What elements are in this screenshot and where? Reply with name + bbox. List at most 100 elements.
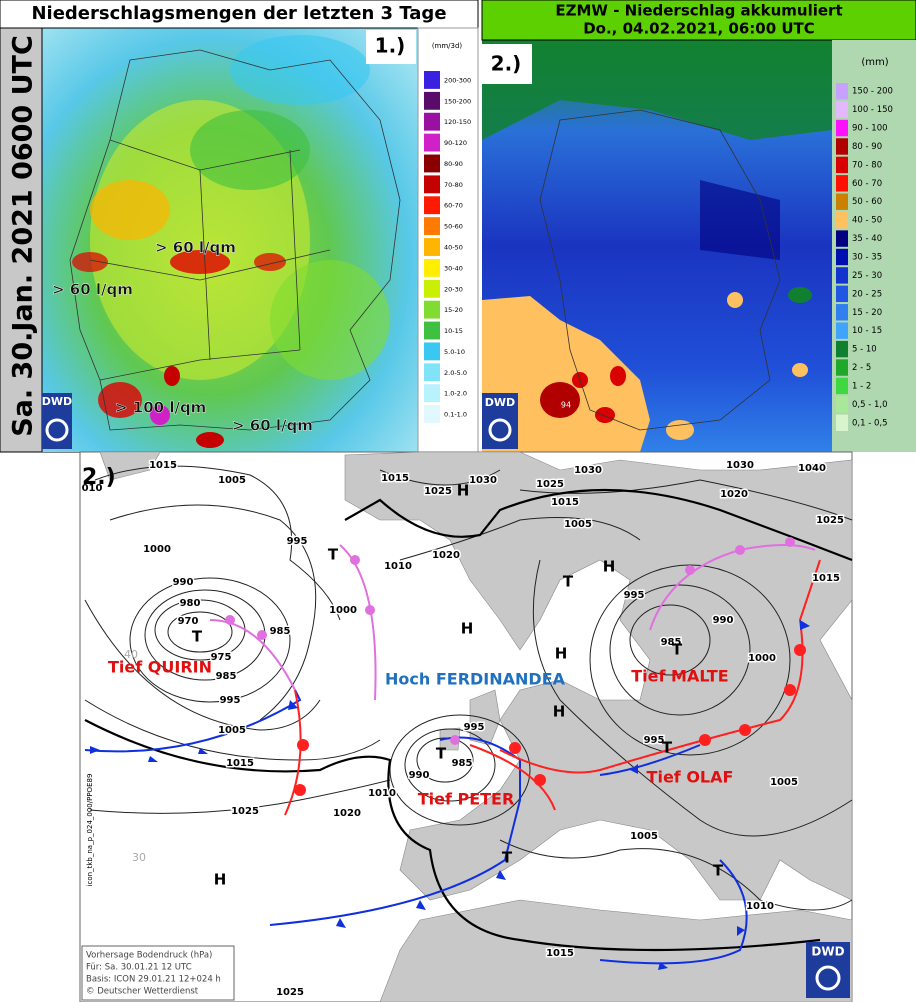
system-name: Tief PETER [418,790,515,809]
legend-label: 25 - 30 [852,271,882,281]
isobar-label: 1005 [564,519,592,530]
isobar-label: 985 [270,626,291,637]
info-box [81,945,235,1001]
isobar-label: 995 [644,735,665,746]
legend-label: 80-90 [444,160,463,168]
legend-label: 40-50 [444,244,463,252]
legend-label: 1.0-2.0 [444,390,467,398]
isobar-label: 985 [216,671,237,682]
isobar-label: 990 [173,577,194,588]
isobar-label: 1030 [726,460,754,471]
legend-label: 100 - 150 [852,105,893,115]
isobar-label: 1000 [748,653,776,664]
legend-swatch [836,119,848,137]
legend-swatch [424,238,440,256]
label-box [482,44,532,84]
pressure-center: T [713,862,724,880]
legend-swatch [836,138,848,155]
isobar-label: 1005 [630,831,658,842]
isobar-label: 1020 [720,489,748,500]
legend-swatch [424,321,440,340]
isobar-label: 1025 [536,479,564,490]
legend-swatch [424,342,440,361]
isobar-label: 1000 [143,544,171,555]
isobar-label: 1015 [226,758,254,769]
legend-swatch [836,101,848,118]
isobar-label: 970 [178,616,199,627]
legend-swatch [424,91,440,110]
legend-swatch [836,230,848,247]
legend-label: 5.0-10 [444,348,465,356]
title-bar [481,0,916,41]
legend-label: 1 - 2 [852,381,871,391]
legend-swatch [424,384,440,403]
legend-swatch [836,83,848,100]
panel-title: EZMW - Niederschlag akkumuliert [555,2,842,20]
panel-3: 1015 010 1005 1000 995 990 980 970 975 985 985 995 1… [79,451,853,1002]
isobar-label: 1030 [574,465,602,476]
isobar-label: 995 [624,590,645,601]
fronts [84,537,821,970]
isobar-label: 1010 [384,561,412,572]
legend-label: 90-120 [444,139,467,147]
legend-label: 60 - 70 [852,179,882,189]
legend-label: 20-30 [444,285,463,293]
lat-label: 30 [132,851,146,864]
pressure-center: T [662,739,673,757]
info-line: © Deutscher Wetterdienst [86,987,199,997]
panel-label: 2.) [82,465,116,490]
legend-label: 90 - 100 [852,124,888,134]
title-bar [0,0,479,29]
system-name: Tief QUIRIN [108,658,212,677]
pressure-center: T [192,628,203,646]
logo-swirl [488,418,512,442]
isobar-label: 995 [287,536,308,547]
pressure-centers: H T T H H H H T T T T T T H [192,482,724,889]
legend-swatch [836,377,848,395]
isobar-label: 1015 [812,573,840,584]
isobar-label: 985 [661,637,682,648]
legend-label: 35 - 40 [852,234,882,244]
legend-swatch [424,363,440,382]
legend-label: 80 - 90 [852,142,882,152]
isobar-label: 1010 [368,788,396,799]
legend-label: 0,5 - 1,0 [852,400,888,410]
legend-swatch [836,267,848,284]
isobar-label: 1030 [469,475,497,486]
date-strip [0,27,43,453]
label-box [366,30,416,64]
legend-label: 2 - 5 [852,363,871,373]
isobar-label: 010 [82,483,103,494]
annotation: > 60 l/qm [232,417,313,435]
isobar-label: 1015 [149,460,177,471]
panel-label: 1.) [375,34,406,58]
legend-swatch [424,196,440,215]
pressure-center: T [563,573,574,591]
isobar-label: 1000 [329,605,357,616]
isobar-label: 990 [409,770,430,781]
legend-swatch [424,133,440,152]
legend-label: 200-300 [444,76,471,84]
pressure-center: H [555,645,568,663]
precip-blobs [482,40,832,452]
legend-swatch [836,248,848,266]
legend-label: 5 - 10 [852,345,877,355]
logo-text: DWD [811,945,844,959]
legend-swatch [424,300,440,319]
isobar-label: 1005 [770,777,798,788]
lat-label: 40 [124,648,138,661]
isobar-label: 1025 [231,806,259,817]
annotations: > 60 l/qm > 60 l/qm > 100 l/qm > 60 l/qm [52,238,313,435]
legend-swatch [836,322,848,339]
legend-swatch [836,359,848,376]
model-code: icon_tkb_na_p_024_000/PPOE89 [86,774,94,887]
legend-swatch [424,217,440,236]
isobar-label: 1040 [798,463,826,474]
legend-label: 150 - 200 [852,87,893,97]
legend-label: 150-200 [444,97,471,105]
isobar-label: 1005 [218,725,246,736]
logo-text: DWD [42,395,72,408]
isobar-label: 995 [464,722,485,733]
legend-swatch [836,211,848,229]
annotation: > 60 l/qm [52,281,133,299]
